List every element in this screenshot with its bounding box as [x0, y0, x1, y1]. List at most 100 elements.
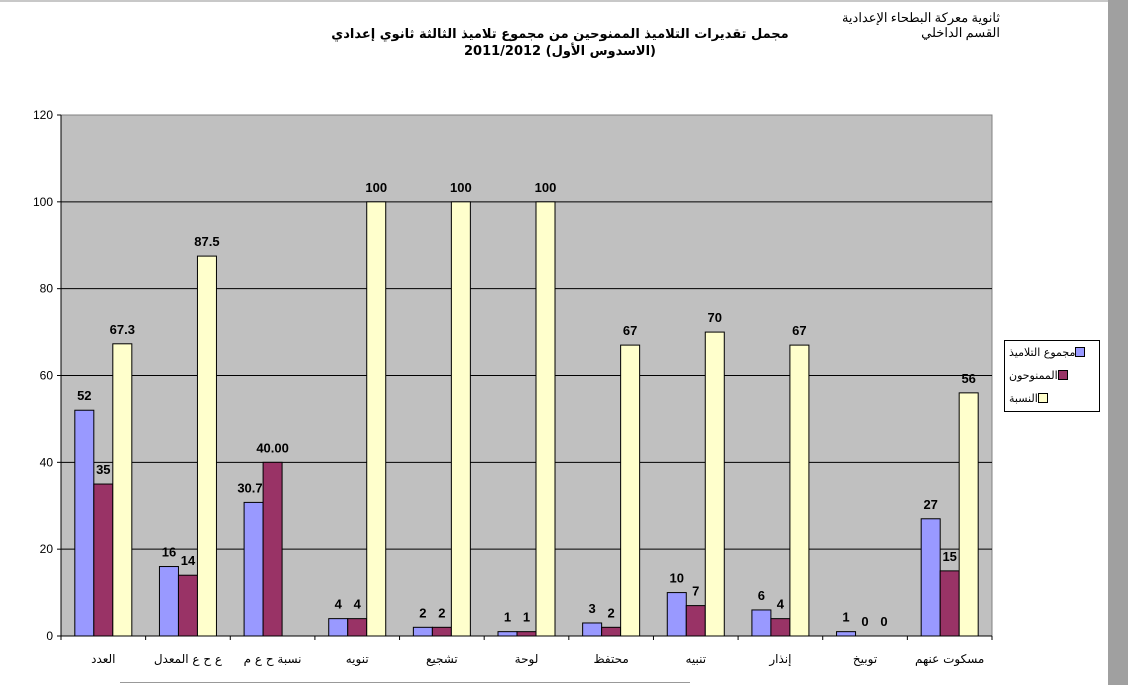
- data-label: 4: [335, 597, 343, 612]
- data-label: 2: [438, 605, 445, 620]
- bar: [412, 626, 433, 637]
- legend-swatch-series-2: [1057, 370, 1068, 380]
- data-label: 70: [708, 310, 722, 325]
- bar: [366, 201, 387, 637]
- bar: [751, 609, 772, 637]
- x-tick-label: تنويه: [346, 652, 369, 667]
- chart-title: مجمل تقديرات التلاميذ الممنوحين من مجموع…: [260, 26, 860, 60]
- data-label: 27: [923, 497, 937, 512]
- data-label: 0: [861, 614, 868, 629]
- window-right-edge: [1108, 0, 1128, 685]
- bar: [497, 631, 518, 637]
- x-tick-label: ع ح ع المعدل: [154, 652, 223, 666]
- y-tick-label: 20: [40, 542, 54, 556]
- x-tick-label: توبيخ: [853, 652, 877, 667]
- y-tick-label: 100: [33, 195, 53, 209]
- data-label: 67: [792, 323, 806, 338]
- bar: [93, 483, 114, 637]
- data-label: 40.00: [256, 440, 289, 455]
- bar: [196, 255, 217, 637]
- bar: [516, 631, 537, 637]
- data-label: 2: [419, 605, 426, 620]
- bar: [770, 618, 791, 637]
- bar: [74, 409, 95, 637]
- data-label: 1: [504, 610, 511, 625]
- bar: [431, 626, 452, 637]
- bar: [582, 622, 603, 637]
- legend-label-series-1: مجموع التلاميذ: [1009, 345, 1076, 359]
- bar: [789, 344, 810, 637]
- data-label: 67.3: [110, 322, 135, 337]
- data-label: 1: [523, 610, 530, 625]
- data-label: 35: [96, 462, 110, 477]
- bar: [328, 618, 349, 637]
- school-header: ثانوية معركة البطحاء الإعدادية القسم الد…: [800, 10, 1000, 40]
- legend-swatch-series-1: [1075, 347, 1086, 357]
- bar: [601, 626, 622, 637]
- school-name: ثانوية معركة البطحاء الإعدادية: [841, 10, 1000, 25]
- bar: [958, 392, 979, 637]
- bar: [685, 605, 706, 637]
- data-label: 15: [942, 549, 956, 564]
- bar: [243, 501, 264, 637]
- bar: [262, 461, 283, 637]
- x-tick-label: تنبيه: [685, 652, 706, 666]
- data-label: 100: [535, 180, 557, 195]
- data-label: 56: [961, 371, 975, 386]
- legend-item-series-3: النسبة: [1009, 391, 1099, 405]
- bar: [112, 343, 133, 637]
- data-label: 7: [692, 584, 699, 599]
- x-tick-label: لوحة: [515, 652, 539, 667]
- bar: [535, 201, 556, 637]
- data-label: 6: [758, 588, 765, 603]
- legend-label-series-3: النسبة: [1009, 391, 1038, 405]
- data-label: 1: [842, 610, 849, 625]
- x-tick-label: محتفظ: [594, 652, 629, 666]
- page-top-border: [0, 0, 1108, 2]
- bar: [347, 618, 368, 637]
- page-bottom-line: [120, 682, 690, 683]
- data-label: 3: [589, 601, 596, 616]
- data-label: 2: [608, 605, 615, 620]
- data-label: 16: [162, 545, 176, 560]
- data-label: 87.5: [194, 234, 219, 249]
- legend-item-series-2: الممنوحون: [1009, 368, 1099, 382]
- x-tick-label: العدد: [91, 652, 115, 666]
- bar: [158, 566, 179, 637]
- legend-item-series-1: مجموع التلاميذ: [1009, 345, 1099, 359]
- data-label: 30.77: [237, 480, 270, 495]
- legend-label-series-2: الممنوحون: [1009, 368, 1058, 382]
- data-label: 4: [354, 597, 362, 612]
- x-tick-label: مسكوت عنهم: [915, 652, 984, 667]
- data-label: 4: [777, 597, 785, 612]
- chart-legend: مجموع التلاميذ الممنوحون النسبة: [1004, 340, 1100, 412]
- bar: [177, 574, 198, 637]
- data-label: 67: [623, 323, 637, 338]
- data-label: 10: [670, 571, 684, 586]
- y-tick-label: 120: [33, 108, 53, 122]
- y-tick-label: 40: [40, 455, 54, 469]
- data-label: 100: [365, 180, 387, 195]
- data-label: 52: [77, 388, 91, 403]
- legend-swatch-series-3: [1037, 393, 1048, 403]
- y-tick-label: 80: [40, 282, 54, 296]
- bar: [704, 331, 725, 637]
- bar: [939, 570, 960, 637]
- bar: [666, 592, 687, 637]
- data-label: 14: [181, 553, 196, 568]
- school-section: القسم الداخلي: [921, 25, 1000, 40]
- y-tick-label: 0: [46, 629, 53, 643]
- chart-title-line-2: (الاسدوس الأول) 2011/2012: [463, 44, 656, 59]
- bar: [920, 518, 941, 637]
- data-label: 0: [880, 614, 887, 629]
- x-tick-label: إنذار: [768, 652, 791, 667]
- y-tick-label: 60: [40, 369, 54, 383]
- bar: [450, 201, 471, 637]
- bar: [620, 344, 641, 637]
- chart-title-line-1: مجمل تقديرات التلاميذ الممنوحين من مجموع…: [331, 27, 789, 42]
- bar: [836, 631, 857, 637]
- x-tick-label: تشجيع: [426, 652, 458, 666]
- data-label: 100: [450, 180, 472, 195]
- x-tick-label: نسبة ح ع م: [244, 652, 302, 666]
